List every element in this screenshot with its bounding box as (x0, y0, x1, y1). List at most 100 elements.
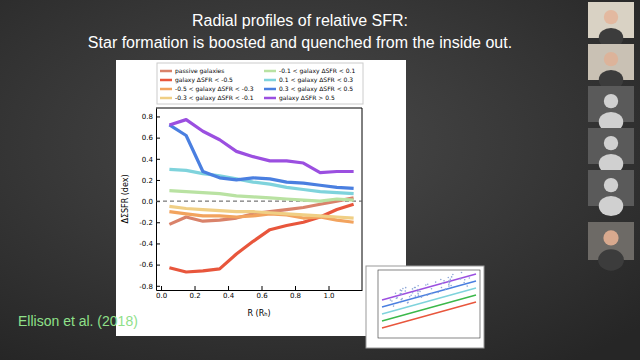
x-axis: 0.0 0.2 0.4 0.6 0.8 1.0 (156, 286, 363, 300)
inset-dot (443, 280, 445, 282)
y-tick-label: -0.2 (139, 219, 153, 227)
series-line (169, 206, 353, 218)
inset-dot (466, 285, 468, 287)
inset-dot (390, 299, 392, 301)
y-tick-label: -0.4 (139, 240, 153, 248)
inset-dot (463, 282, 465, 284)
legend: passive galaxiesgalaxy ΔSFR < -0.5-0.5 <… (157, 63, 363, 104)
x-tick-mark (228, 286, 229, 290)
x-axis-line (157, 290, 363, 291)
x-tick: 1.0 (323, 286, 334, 300)
background (0, 0, 640, 360)
inset-dot (393, 305, 395, 307)
inset-dot (401, 298, 403, 300)
inset-dot (452, 274, 454, 276)
y-tick: 0.0 (142, 198, 160, 206)
inset-dot (417, 285, 419, 287)
inset-dot (399, 293, 401, 295)
inset-dot (431, 293, 433, 295)
inset-figure (366, 266, 484, 348)
inset-dot (418, 294, 420, 296)
thumbnail-head (604, 10, 618, 24)
inset-dot (448, 280, 450, 282)
series-line (169, 120, 353, 173)
inset-dot (447, 277, 449, 279)
x-axis-title: R (Rₕ) (247, 309, 270, 318)
inset-dot (405, 287, 407, 289)
legend-swatch (264, 97, 276, 100)
y-tick-label: 0.8 (142, 113, 153, 121)
thumbnail-head (604, 52, 618, 66)
x-tick-label: 0.4 (223, 292, 235, 300)
y-tick-mark (156, 138, 160, 139)
x-tick-label: 0.0 (156, 292, 167, 300)
inset-dot (402, 288, 404, 290)
inset-dot (460, 278, 462, 280)
inset-dot (427, 294, 429, 296)
y-tick-mark (156, 180, 160, 181)
inset-dot (409, 296, 411, 298)
inset-dot (448, 284, 450, 286)
legend-label: galaxy ΔSFR > 0.5 (279, 94, 335, 102)
y-tick-mark (156, 159, 160, 160)
inset-dot (464, 279, 466, 281)
x-tick-mark (329, 286, 330, 290)
legend-label: -0.5 < galaxy ΔSFR < -0.3 (175, 85, 254, 93)
inset-dot (417, 289, 419, 291)
y-tick: -0.2 (139, 219, 160, 227)
x-tick: 0.0 (156, 286, 167, 300)
x-tick: 0.4 (223, 286, 235, 300)
video-thumbnail (588, 170, 634, 216)
inset-dot (450, 285, 452, 287)
legend-swatch (160, 88, 172, 91)
legend-swatch (264, 79, 276, 82)
slide: Radial profiles of relative SFR:Star for… (0, 0, 640, 360)
x-tick: 0.6 (256, 286, 268, 300)
inset-dot (417, 291, 419, 293)
y-tick: -0.6 (139, 261, 160, 269)
x-tick: 0.2 (189, 286, 200, 300)
y-tick-mark (156, 265, 160, 266)
inset-dot (407, 302, 409, 304)
y-tick: 0.6 (142, 134, 160, 142)
inset-dot (435, 281, 437, 283)
y-tick: 0.8 (142, 113, 160, 121)
inset-dot (431, 288, 433, 290)
thumbnail-body (599, 196, 623, 216)
inset-dot (399, 302, 401, 304)
inset-dot (391, 300, 393, 302)
y-tick-label: 0.0 (142, 198, 153, 206)
inset-dot (427, 283, 429, 285)
thumbnail-body (598, 249, 624, 270)
inset-dot (425, 294, 427, 296)
y-tick-label: -0.8 (139, 283, 153, 291)
y-tick: 0.2 (142, 177, 160, 185)
x-tick-mark (161, 286, 162, 290)
y-tick: -0.4 (139, 240, 160, 248)
legend-label: 0.1 < galaxy ΔSFR < 0.3 (279, 76, 353, 84)
x-tick-label: 0.8 (290, 292, 301, 300)
y-tick-label: 0.6 (142, 134, 154, 142)
plot-frame-right (362, 108, 363, 290)
inset-line (382, 295, 476, 321)
legend-box (157, 63, 363, 104)
inset-dot (425, 284, 427, 286)
y-tick-label: 0.2 (142, 177, 153, 185)
inset-dot (449, 279, 451, 281)
inset-dot (410, 294, 412, 296)
legend-swatch (160, 79, 172, 82)
legend-label: passive galaxies (175, 67, 224, 75)
inset-dot (445, 288, 447, 290)
y-axis-title: ΔΣSFR (dex) (121, 174, 130, 223)
inset-line (382, 288, 476, 314)
inset-dot (441, 287, 443, 289)
y-tick: -0.8 (139, 283, 160, 291)
inset-line (382, 281, 476, 307)
x-tick-mark (195, 286, 196, 290)
y-axis-line (156, 109, 157, 291)
chart-panel (116, 60, 406, 336)
plot-frame-top (156, 108, 362, 109)
citation: Ellison et al. (2018) (18, 313, 138, 329)
inset-dot (440, 279, 442, 281)
video-thumbnail (588, 44, 634, 90)
